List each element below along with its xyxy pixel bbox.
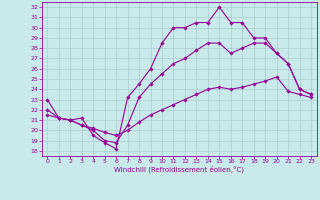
X-axis label: Windchill (Refroidissement éolien,°C): Windchill (Refroidissement éolien,°C) bbox=[114, 166, 244, 173]
